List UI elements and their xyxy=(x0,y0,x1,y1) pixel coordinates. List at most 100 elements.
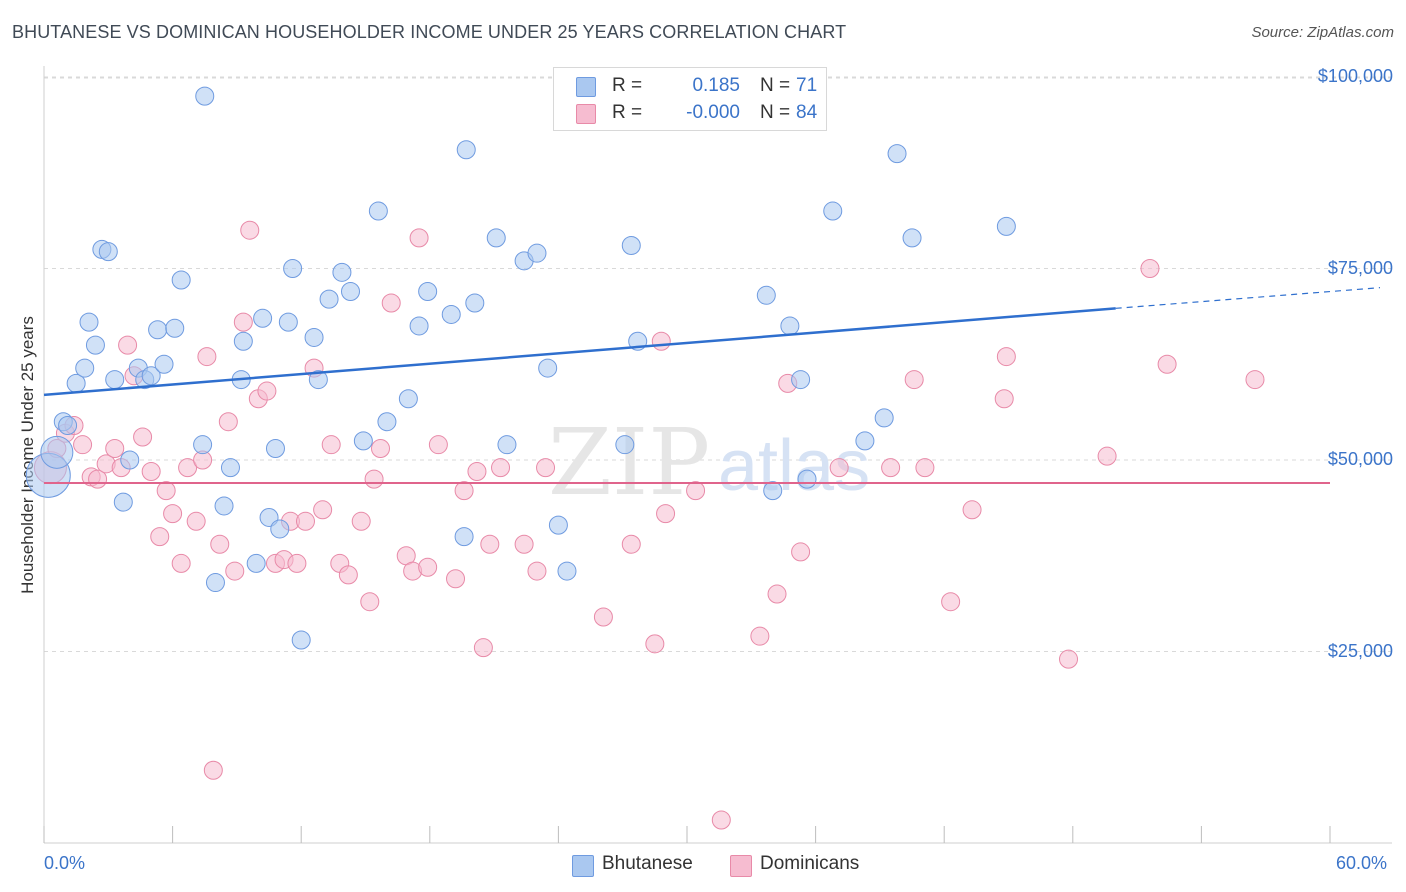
bhutanese-point xyxy=(154,354,174,374)
dominicans-point xyxy=(428,435,448,455)
dominicans-point xyxy=(904,370,924,390)
dominicans-point xyxy=(454,481,474,501)
dominicans-point xyxy=(418,557,438,577)
dominicans-point xyxy=(233,312,253,332)
bhutanese-point xyxy=(497,435,517,455)
bhutanese-point xyxy=(113,492,133,512)
dominicans-point xyxy=(1245,370,1265,390)
bhutanese-point xyxy=(165,318,185,338)
bhutanese-point xyxy=(368,201,388,221)
source-credit: Source: ZipAtlas.com xyxy=(1251,24,1394,41)
dominicans-point xyxy=(225,561,245,581)
bhutanese-point xyxy=(193,435,213,455)
bhutanese-point xyxy=(270,519,290,539)
dominicans-point xyxy=(163,504,183,524)
bhutanese-point xyxy=(319,289,339,309)
dominicans-point xyxy=(133,427,153,447)
r-value: 0.185 xyxy=(692,75,740,96)
dominicans-point xyxy=(711,810,731,830)
pink-swatch xyxy=(576,104,596,124)
dominicans-point xyxy=(240,220,260,240)
dominicans-point xyxy=(178,458,198,478)
bhutanese-point xyxy=(797,469,817,489)
bhutanese-point xyxy=(621,236,641,256)
dominicans-point xyxy=(686,481,706,501)
bhutanese-point xyxy=(283,259,303,278)
dominicans-point xyxy=(381,293,401,313)
dominicans-point xyxy=(351,511,371,531)
bhutanese-point xyxy=(141,366,161,386)
bhutanese-point xyxy=(75,358,95,378)
bhutanese-trend-line xyxy=(43,307,1116,397)
dominicans-point xyxy=(593,607,613,627)
dominicans-point xyxy=(210,534,230,554)
bhutanese-point xyxy=(780,316,800,336)
x-tick-max: 60.0% xyxy=(1336,853,1388,873)
bhutanese-point xyxy=(763,481,783,501)
bhutanese-point xyxy=(85,335,105,355)
legend-label-bhutanese: Bhutanese xyxy=(602,853,693,874)
dominicans-point xyxy=(527,561,547,581)
bhutanese-point xyxy=(615,435,635,455)
dominicans-point xyxy=(514,534,534,554)
dominicans-point xyxy=(360,592,380,612)
bhutanese-point xyxy=(454,527,474,547)
dominicans-point xyxy=(1059,649,1079,669)
bhutanese-point xyxy=(465,293,485,313)
dominicans-point xyxy=(1140,259,1160,278)
bhutanese-point xyxy=(291,630,311,650)
bhutanese-point xyxy=(120,450,140,470)
bhutanese-point xyxy=(340,281,360,301)
dominicans-point xyxy=(321,435,341,455)
dominicans-point xyxy=(473,638,493,658)
y-tick-label: $50,000 xyxy=(1327,449,1393,469)
dominicans-point xyxy=(171,553,191,573)
dominicans-point xyxy=(467,461,487,481)
bhutanese-point xyxy=(148,320,168,340)
dominicans-point xyxy=(915,458,935,478)
bhutanese-point xyxy=(418,281,438,301)
bhutanese-point xyxy=(486,228,506,248)
bhutanese-point xyxy=(265,439,285,459)
bhutanese-point xyxy=(171,270,191,290)
n-label: N = xyxy=(760,75,791,96)
watermark: ZIP atlas xyxy=(548,409,870,516)
dominicans-point xyxy=(621,534,641,554)
bhutanese-point xyxy=(902,228,922,248)
dominicans-point xyxy=(73,435,93,455)
chart-title: BHUTANESE VS DOMINICAN HOUSEHOLDER INCOM… xyxy=(12,22,847,42)
dominicans-point xyxy=(371,439,391,459)
bhutanese-point xyxy=(332,262,352,282)
bhutanese-point xyxy=(214,496,234,516)
bhutanese-point xyxy=(887,144,907,164)
grid-lines xyxy=(44,76,1392,652)
bhutanese-point xyxy=(79,312,99,332)
dominicans-point xyxy=(1157,354,1177,374)
bhutanese-point xyxy=(308,370,328,390)
dominicans-point xyxy=(295,511,315,531)
dominicans-point xyxy=(829,458,849,478)
bhutanese-point xyxy=(823,201,843,221)
bhutanese-point xyxy=(278,312,298,332)
dominicans-point xyxy=(186,511,206,531)
trend-lines xyxy=(43,287,1381,484)
bhutanese-point xyxy=(246,553,266,573)
bhutanese-point xyxy=(409,316,429,336)
bhutanese-point xyxy=(557,561,577,581)
dominicans-point xyxy=(118,335,138,355)
x-tick-min: 0.0% xyxy=(44,853,86,873)
r-label: R = xyxy=(612,102,643,123)
dominicans-point xyxy=(881,458,901,478)
bhutanese-point xyxy=(304,327,324,347)
n-value: 84 xyxy=(796,102,818,123)
bhutanese-point xyxy=(874,408,894,428)
dominicans-point xyxy=(203,760,223,780)
dominicans-point xyxy=(767,584,787,604)
bhutanese-point xyxy=(58,416,78,436)
dominicans-point xyxy=(480,534,500,554)
dominicans-point xyxy=(750,626,770,646)
correlation-legend: R = 0.185 N = 71 R = -0.000 N = 84 xyxy=(553,67,827,131)
y-tick-label: $75,000 xyxy=(1327,257,1393,278)
pink-swatch xyxy=(730,855,752,877)
dominicans-point xyxy=(536,458,556,478)
